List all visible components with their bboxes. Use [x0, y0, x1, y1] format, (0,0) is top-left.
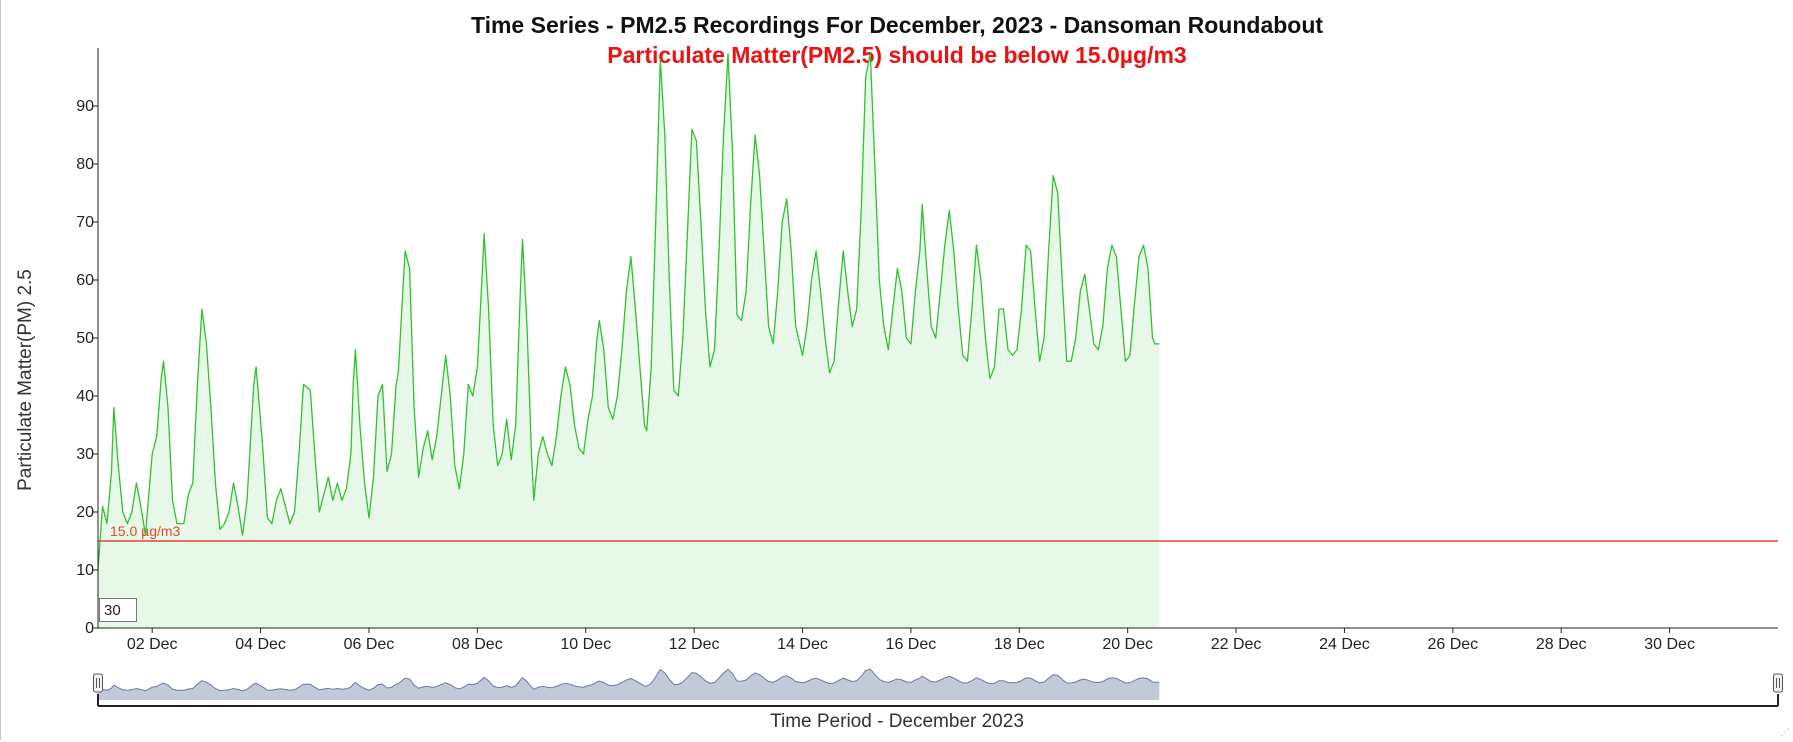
y-tick-label: 30	[76, 446, 94, 463]
x-tick-label: 04 Dec	[235, 636, 286, 653]
x-tick-label: 02 Dec	[127, 636, 178, 653]
x-tick-label: 28 Dec	[1536, 636, 1587, 653]
x-tick-label: 26 Dec	[1427, 636, 1478, 653]
range-handle-left-icon[interactable]	[93, 673, 103, 693]
y-tick-label: 10	[76, 562, 94, 579]
x-tick-label: 20 Dec	[1102, 636, 1153, 653]
x-tick-label: 24 Dec	[1319, 636, 1370, 653]
series-area-fill	[98, 53, 1160, 629]
x-tick-label: 10 Dec	[560, 636, 611, 653]
y-tick-label: 50	[76, 330, 94, 347]
x-axis-title: Time Period - December 2023	[770, 711, 1024, 732]
x-tick-label: 22 Dec	[1211, 636, 1262, 653]
x-tick-label: 08 Dec	[452, 636, 503, 653]
series-line-pm25	[97, 53, 1160, 571]
y-tick-label: 90	[76, 98, 94, 115]
x-tick-label: 30 Dec	[1644, 636, 1695, 653]
y-tick-label: 20	[76, 504, 94, 521]
chart-subtitle: Particulate Matter(PM2.5) should be belo…	[607, 42, 1186, 68]
y-axis: 0 10 20 30 40 50 60 70 80 90	[76, 48, 99, 637]
y-tick-label: 60	[76, 272, 94, 289]
x-tick-label: 06 Dec	[344, 636, 395, 653]
window-size-input[interactable]: 30	[99, 598, 137, 622]
y-tick-label: 40	[76, 388, 94, 405]
y-tick-label: 80	[76, 156, 94, 173]
range-handle-right-icon[interactable]	[1773, 673, 1783, 693]
y-axis-title: Particulate Matter(PM) 2.5	[15, 269, 36, 491]
x-tick-label: 16 Dec	[886, 636, 937, 653]
navigator-line	[97, 668, 1160, 693]
range-navigator[interactable]	[93, 668, 1783, 707]
x-tick-label: 18 Dec	[994, 636, 1045, 653]
plot-area: 15.0 µg/m3	[97, 53, 1778, 629]
x-tick-label: 12 Dec	[669, 636, 720, 653]
x-axis: 02 Dec 04 Dec 06 Dec 08 Dec 10 Dec 12 Dec 14 D…	[98, 627, 1778, 653]
chart-title: Time Series - PM2.5 Recordings For Decem…	[471, 12, 1323, 38]
y-tick-label: 0	[85, 620, 94, 637]
x-tick-label: 14 Dec	[777, 636, 828, 653]
y-tick-label: 70	[76, 214, 94, 231]
resize-grip-icon[interactable]: ⋰	[1780, 727, 1790, 738]
threshold-label: 15.0 µg/m3	[110, 523, 181, 539]
navigator-area	[98, 669, 1160, 700]
